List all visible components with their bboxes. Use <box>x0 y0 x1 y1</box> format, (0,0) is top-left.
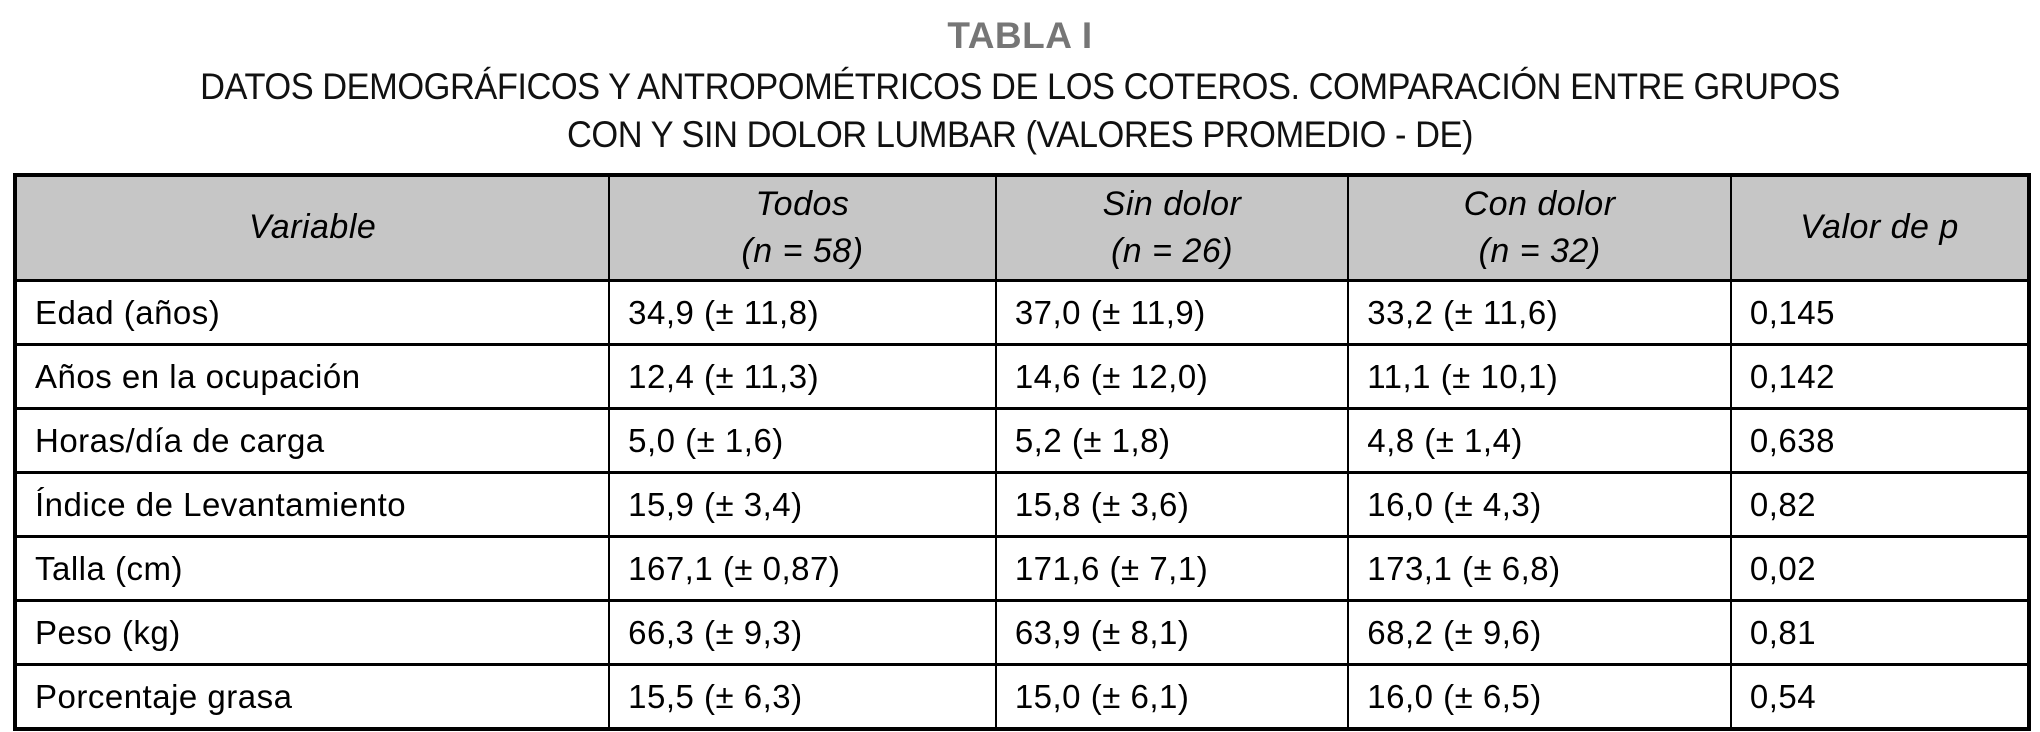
cell-valor-p: 0,82 <box>1729 471 2031 538</box>
table-row: Índice de Levantamiento 15,9 (± 3,4) 15,… <box>13 471 2031 538</box>
cell-con-dolor: 4,8 (± 1,4) <box>1347 407 1732 474</box>
table-row: Edad (años) 34,9 (± 11,8) 37,0 (± 11,9) … <box>13 279 2031 346</box>
table-row: Peso (kg) 66,3 (± 9,3) 63,9 (± 8,1) 68,2… <box>13 599 2031 666</box>
cell-sin-dolor: 5,2 (± 1,8) <box>994 407 1350 474</box>
cell-valor-p: 0,54 <box>1729 663 2031 730</box>
column-header-variable: Variable <box>13 173 611 282</box>
cell-todos: 15,9 (± 3,4) <box>608 471 997 538</box>
cell-todos: 15,5 (± 6,3) <box>608 663 997 730</box>
cell-sin-dolor: 171,6 (± 7,1) <box>994 535 1350 602</box>
column-header-sublabel: (n = 58) <box>741 232 864 271</box>
cell-sin-dolor: 63,9 (± 8,1) <box>994 599 1350 666</box>
cell-variable: Edad (años) <box>13 279 611 346</box>
cell-con-dolor: 68,2 (± 9,6) <box>1347 599 1732 666</box>
column-header-label: Todos <box>755 184 850 223</box>
header-row: Variable Todos (n = 58) Sin dolor (n = 2… <box>13 173 2031 282</box>
column-header-sublabel: (n = 26) <box>1110 232 1234 271</box>
table-title: TABLA I <box>947 15 1093 56</box>
table-subtitle-line1: DATOS DEMOGRÁFICOS Y ANTROPOMÉTRICOS DE … <box>200 65 1840 107</box>
table-row: Talla (cm) 167,1 (± 0,87) 171,6 (± 7,1) … <box>13 535 2031 602</box>
column-header-con-dolor: Con dolor (n = 32) <box>1347 173 1732 282</box>
table-row: Porcentaje grasa 15,5 (± 6,3) 15,0 (± 6,… <box>13 663 2031 730</box>
column-header-sin-dolor: Sin dolor (n = 26) <box>994 173 1350 282</box>
cell-todos: 12,4 (± 11,3) <box>608 343 997 410</box>
data-table: Variable Todos (n = 58) Sin dolor (n = 2… <box>13 172 2031 731</box>
cell-valor-p: 0,81 <box>1729 599 2031 666</box>
column-header-todos: Todos (n = 58) <box>608 173 997 282</box>
column-header-label: Valor de p <box>1800 208 1959 247</box>
cell-todos: 167,1 (± 0,87) <box>608 535 997 602</box>
cell-variable: Índice de Levantamiento <box>13 471 611 538</box>
cell-con-dolor: 16,0 (± 4,3) <box>1347 471 1732 538</box>
cell-valor-p: 0,145 <box>1729 279 2031 346</box>
column-header-label: Variable <box>248 208 377 247</box>
column-header-sublabel: (n = 32) <box>1478 232 1601 271</box>
cell-sin-dolor: 15,8 (± 3,6) <box>994 471 1350 538</box>
title-block: TABLA I DATOS DEMOGRÁFICOS Y ANTROPOMÉTR… <box>0 0 2040 159</box>
cell-sin-dolor: 15,0 (± 6,1) <box>994 663 1350 730</box>
cell-valor-p: 0,142 <box>1729 343 2031 410</box>
cell-todos: 5,0 (± 1,6) <box>608 407 997 474</box>
cell-sin-dolor: 37,0 (± 11,9) <box>994 279 1350 346</box>
cell-todos: 66,3 (± 9,3) <box>608 599 997 666</box>
table-subtitle-wrap: DATOS DEMOGRÁFICOS Y ANTROPOMÉTRICOS DE … <box>0 63 2040 159</box>
cell-con-dolor: 173,1 (± 6,8) <box>1347 535 1732 602</box>
cell-variable: Horas/día de carga <box>13 407 611 474</box>
cell-variable: Porcentaje grasa <box>13 663 611 730</box>
cell-valor-p: 0,02 <box>1729 535 2031 602</box>
column-header-valor-p: Valor de p <box>1729 173 2031 282</box>
cell-variable: Peso (kg) <box>13 599 611 666</box>
cell-con-dolor: 11,1 (± 10,1) <box>1347 343 1732 410</box>
cell-sin-dolor: 14,6 (± 12,0) <box>994 343 1350 410</box>
column-header-label: Sin dolor <box>1102 184 1242 223</box>
cell-variable: Talla (cm) <box>13 535 611 602</box>
cell-valor-p: 0,638 <box>1729 407 2031 474</box>
table-row: Años en la ocupación 12,4 (± 11,3) 14,6 … <box>13 343 2031 410</box>
cell-variable: Años en la ocupación <box>13 343 611 410</box>
column-header-label: Con dolor <box>1463 184 1616 223</box>
cell-con-dolor: 16,0 (± 6,5) <box>1347 663 1732 730</box>
table-row: Horas/día de carga 5,0 (± 1,6) 5,2 (± 1,… <box>13 407 2031 474</box>
cell-todos: 34,9 (± 11,8) <box>608 279 997 346</box>
cell-con-dolor: 33,2 (± 11,6) <box>1347 279 1732 346</box>
table-subtitle-line2: CON Y SIN DOLOR LUMBAR (VALORES PROMEDIO… <box>567 113 1473 155</box>
